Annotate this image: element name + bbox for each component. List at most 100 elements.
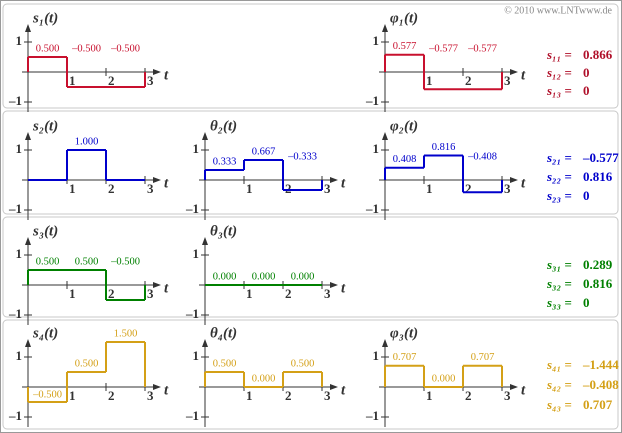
x-tick-label: 2 <box>108 181 115 196</box>
value-label: 0.000 <box>213 271 237 282</box>
y-tick-label: –1 <box>365 93 379 108</box>
value-label: 0.000 <box>291 271 315 282</box>
y-tick-label: 1 <box>16 33 23 48</box>
x-tick-label: 1 <box>426 388 433 403</box>
coefficient-value: 0 <box>583 83 590 98</box>
value-label: –0.500 <box>110 43 140 54</box>
y-tick-label: –1 <box>185 408 199 423</box>
y-tick-label: –1 <box>8 408 22 423</box>
panel-title: φ₁(t) <box>390 10 418 26</box>
y-tick-label: –1 <box>185 306 199 321</box>
x-axis-arrow <box>510 69 518 75</box>
coefficient-name: s₄₂ = <box>546 377 572 392</box>
coefficient-name: s₂₁ = <box>546 150 572 165</box>
coefficient-value: 0 <box>583 295 590 310</box>
value-label: 0.707 <box>471 352 495 363</box>
x-axis-label: t <box>164 175 169 191</box>
value-label: 0.500 <box>75 358 99 369</box>
x-axis-label: t <box>164 67 169 83</box>
x-axis-arrow <box>510 177 518 183</box>
coefficient-value: 0.866 <box>583 47 613 62</box>
row-frame <box>2 216 619 318</box>
coefficient-name: s₄₁ = <box>546 357 572 372</box>
coefficient-name: s₄₃ = <box>546 397 572 412</box>
value-label: –0.577 <box>467 43 497 54</box>
value-label: 0.500 <box>36 256 60 267</box>
x-tick-label: 3 <box>504 388 511 403</box>
y-tick-label: –1 <box>365 408 379 423</box>
value-label: –0.333 <box>287 151 317 162</box>
x-tick-label: 3 <box>504 73 511 88</box>
y-axis-arrow <box>25 237 31 245</box>
x-tick-label: 3 <box>324 181 331 196</box>
y-axis-arrow <box>202 132 208 140</box>
panel-title: s₂(t) <box>32 118 58 134</box>
y-axis-arrow <box>382 24 388 32</box>
x-axis-arrow <box>330 384 338 390</box>
panel-title: φ₂(t) <box>390 118 418 134</box>
coefficient-value: 0 <box>583 65 590 80</box>
value-label: 1.500 <box>114 328 138 339</box>
value-label: 0.707 <box>393 352 417 363</box>
x-axis-label: t <box>164 382 169 398</box>
y-axis-arrow <box>25 132 31 140</box>
x-tick-label: 2 <box>108 73 115 88</box>
x-axis-label: t <box>341 175 346 191</box>
value-label: –0.408 <box>467 151 497 162</box>
x-tick-label: 1 <box>426 181 433 196</box>
coefficient-name: s₃₂ = <box>546 276 572 291</box>
y-axis-arrow <box>202 339 208 347</box>
x-tick-label: 2 <box>465 388 472 403</box>
x-tick-label: 3 <box>147 286 154 301</box>
x-tick-label: 3 <box>504 181 511 196</box>
x-tick-label: 1 <box>246 388 253 403</box>
value-label: 0.500 <box>75 256 99 267</box>
value-label: 0.500 <box>291 358 315 369</box>
value-label: 0.500 <box>213 358 237 369</box>
row-frame <box>2 3 619 109</box>
x-axis-label: t <box>521 67 526 83</box>
x-tick-label: 1 <box>69 286 76 301</box>
x-tick-label: 2 <box>108 286 115 301</box>
y-tick-label: 1 <box>16 246 23 261</box>
y-axis-arrow <box>25 24 31 32</box>
coefficient-value: –0.577 <box>582 150 619 165</box>
value-label: 0.816 <box>432 142 456 153</box>
x-tick-label: 3 <box>147 73 154 88</box>
x-tick-label: 1 <box>426 73 433 88</box>
x-tick-label: 1 <box>246 286 253 301</box>
y-axis-arrow <box>25 339 31 347</box>
y-axis-arrow <box>382 132 388 140</box>
value-label: 0.333 <box>213 156 237 167</box>
value-label: 0.000 <box>252 271 276 282</box>
value-label: –0.500 <box>71 43 101 54</box>
x-axis-arrow <box>330 177 338 183</box>
value-label: 0.500 <box>36 43 60 54</box>
y-tick-label: –1 <box>365 201 379 216</box>
x-axis-label: t <box>521 382 526 398</box>
coefficient-value: 0.289 <box>583 257 613 272</box>
value-label: 0.667 <box>252 146 276 157</box>
x-tick-label: 1 <box>69 388 76 403</box>
y-tick-label: –1 <box>8 201 22 216</box>
x-tick-label: 2 <box>108 388 115 403</box>
coefficient-name: s₂₃ = <box>546 188 572 203</box>
y-tick-label: 1 <box>193 246 200 261</box>
panel-title: φ₃(t) <box>390 325 418 341</box>
coefficient-value: 0.816 <box>583 169 613 184</box>
value-label: 0.000 <box>252 373 276 384</box>
y-tick-label: 1 <box>16 348 23 363</box>
y-axis-arrow <box>382 339 388 347</box>
y-tick-label: 1 <box>373 348 380 363</box>
row-frame <box>2 319 619 430</box>
row-frame <box>2 110 619 215</box>
x-tick-label: 3 <box>324 286 331 301</box>
value-label: 0.577 <box>393 41 417 52</box>
x-axis-arrow <box>153 384 161 390</box>
value-label: –0.500 <box>110 256 140 267</box>
panel-title: θ₄(t) <box>210 325 237 341</box>
coefficient-name: s₁₁ = <box>546 47 572 62</box>
panel-title: s₁(t) <box>32 10 58 26</box>
coefficient-value: –0.408 <box>582 377 619 392</box>
x-tick-label: 2 <box>465 181 472 196</box>
